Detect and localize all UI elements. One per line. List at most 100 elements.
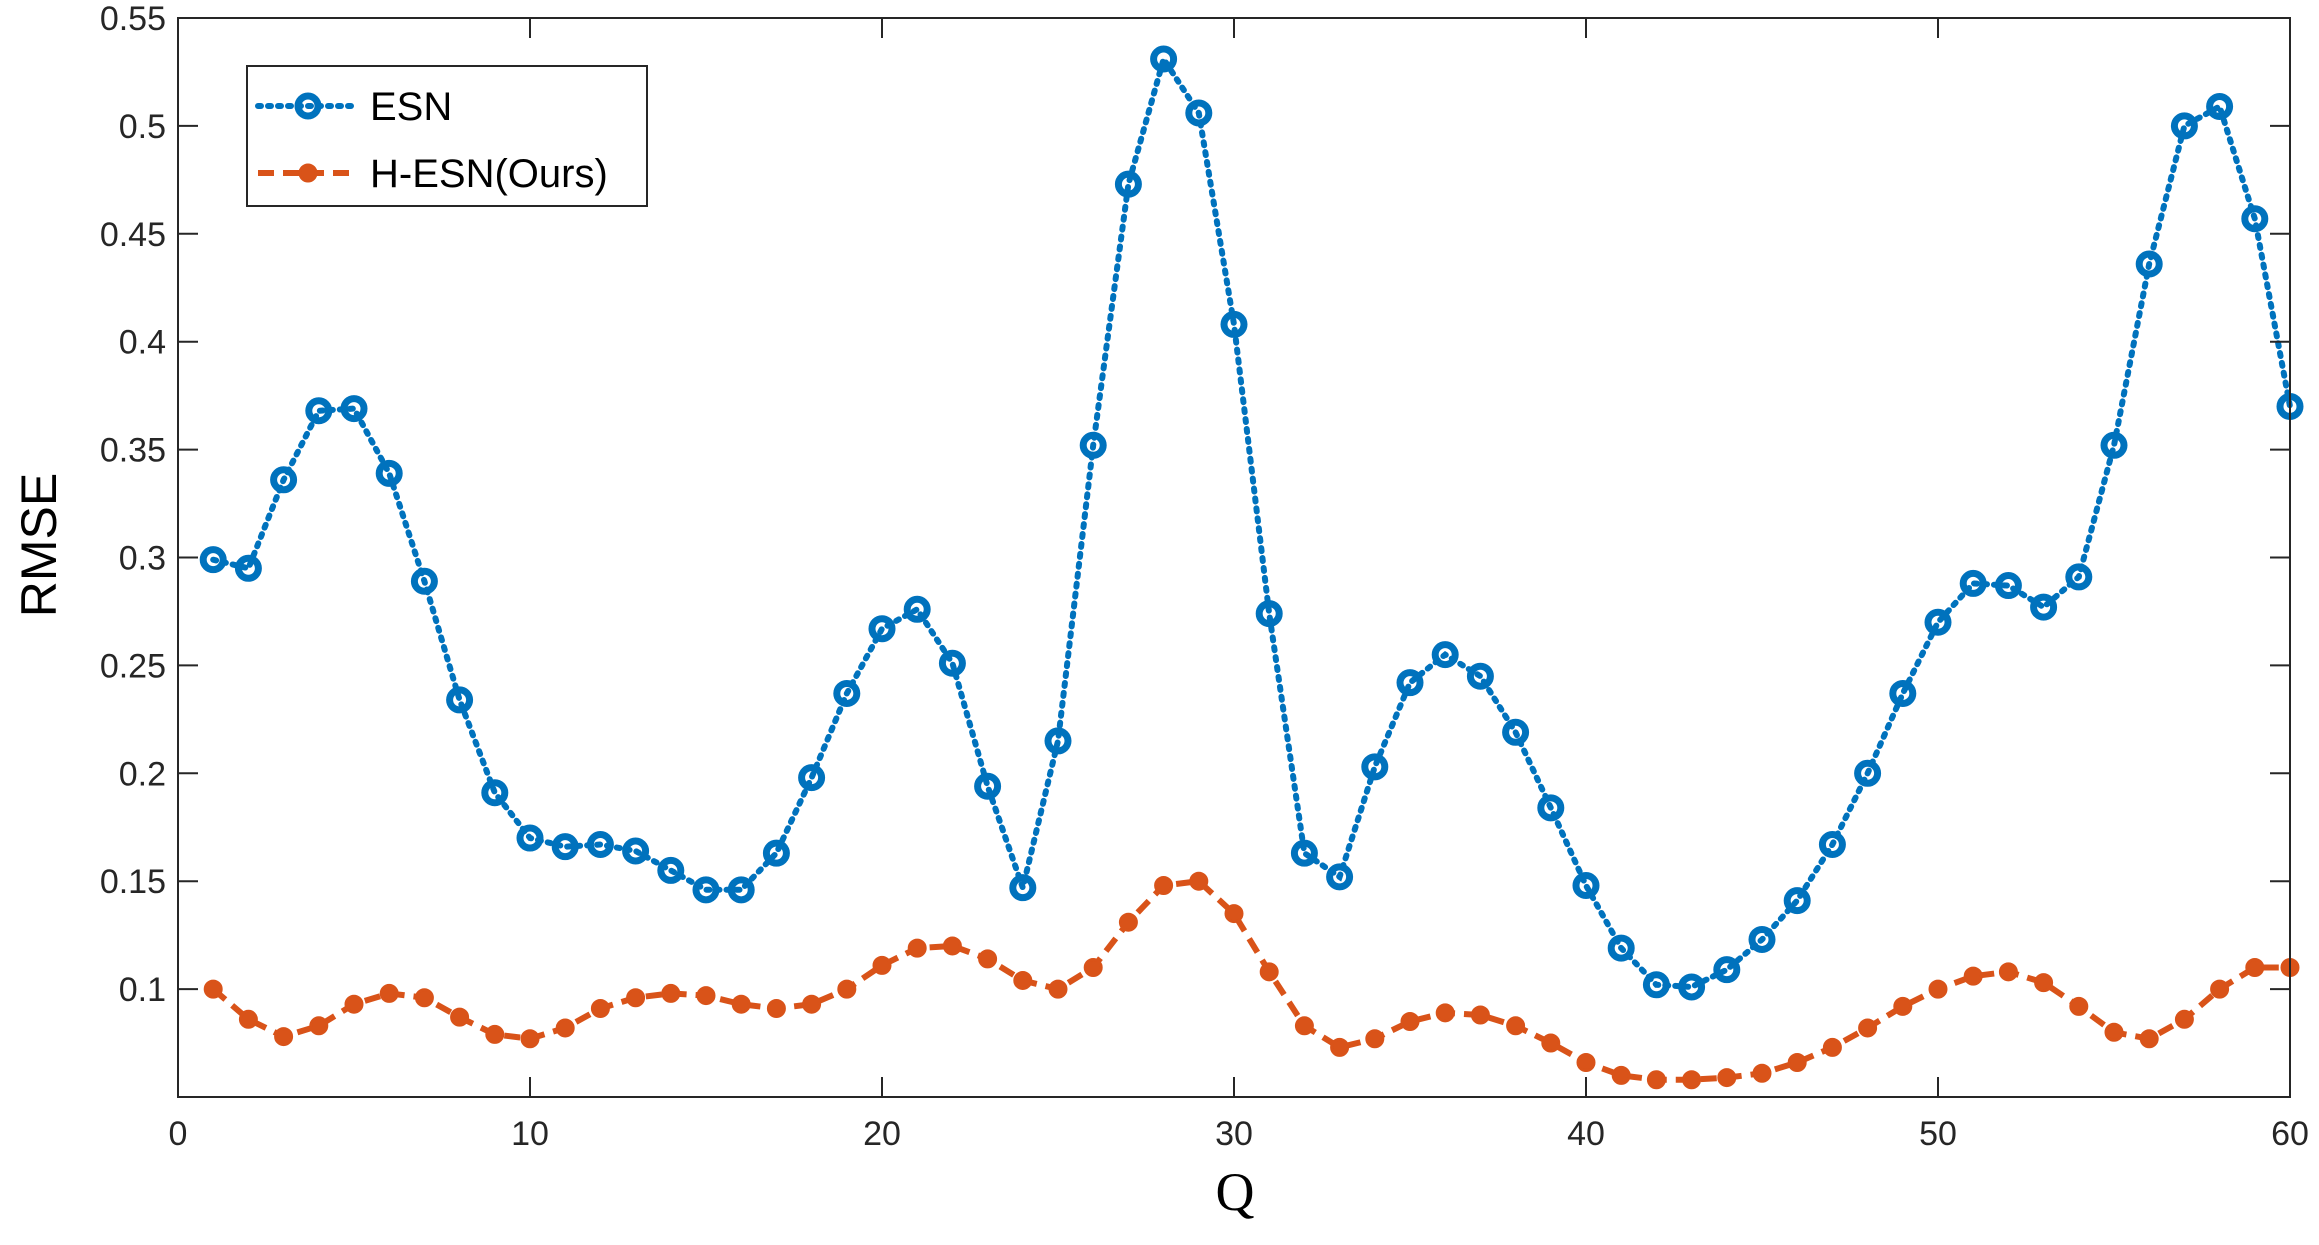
data-point-h-esn-ours: [1013, 970, 1033, 990]
data-point-esn: [1959, 569, 1987, 597]
data-point-h-esn-ours: [379, 983, 399, 1003]
data-point-h-esn-ours: [1893, 996, 1913, 1016]
data-point-h-esn-ours: [1928, 979, 1948, 999]
data-point-h-esn-ours: [1682, 1070, 1702, 1090]
data-point-h-esn-ours: [414, 988, 434, 1008]
x-tick-label: 10: [511, 1115, 549, 1153]
data-point-h-esn-ours: [1998, 962, 2018, 982]
data-point-esn: [762, 839, 790, 867]
data-point-esn: [727, 876, 755, 904]
data-point-h-esn-ours: [2104, 1022, 2124, 1042]
data-point-esn: [1255, 600, 1283, 628]
data-point-esn: [2100, 431, 2128, 459]
data-point-h-esn-ours: [238, 1009, 258, 1029]
data-point-esn: [1713, 956, 1741, 984]
data-point-esn: [1079, 431, 1107, 459]
data-point-esn: [1044, 727, 1072, 755]
data-point-h-esn-ours: [1154, 876, 1174, 896]
data-point-h-esn-ours: [1083, 958, 1103, 978]
y-tick-label: 0.1: [119, 971, 166, 1009]
data-point-esn: [903, 595, 931, 623]
data-point-esn: [2135, 250, 2163, 278]
data-point-h-esn-ours: [942, 936, 962, 956]
data-point-esn: [234, 554, 262, 582]
legend: ESN H-ESN(Ours): [246, 65, 648, 207]
data-point-esn: [375, 459, 403, 487]
data-point-h-esn-ours: [1435, 1003, 1455, 1023]
data-point-esn: [340, 395, 368, 423]
data-point-esn: [1854, 759, 1882, 787]
data-point-esn: [1889, 679, 1917, 707]
data-point-esn: [1396, 669, 1424, 697]
data-point-esn: [1502, 718, 1530, 746]
data-point-h-esn-ours: [837, 979, 857, 999]
data-point-h-esn-ours: [1400, 1011, 1420, 1031]
data-point-h-esn-ours: [1576, 1052, 1596, 1072]
series-h-esn-ours: [203, 871, 2300, 1090]
data-point-h-esn-ours: [1048, 979, 1068, 999]
data-point-esn: [657, 856, 685, 884]
data-point-esn: [622, 837, 650, 865]
data-point-h-esn-ours: [872, 955, 892, 975]
data-point-h-esn-ours: [1118, 912, 1138, 932]
data-point-esn: [938, 649, 966, 677]
data-point-esn: [1009, 874, 1037, 902]
series-layer: [199, 45, 2304, 1090]
data-point-esn: [1748, 925, 1776, 953]
data-point-h-esn-ours: [626, 988, 646, 1008]
y-axis-title: RMSE: [11, 473, 67, 617]
x-axis-title: Q: [1216, 1162, 1255, 1222]
data-point-h-esn-ours: [450, 1007, 470, 1027]
legend-box: [246, 65, 648, 207]
data-point-esn: [1150, 45, 1178, 73]
data-point-h-esn-ours: [1787, 1052, 1807, 1072]
data-point-h-esn-ours: [1259, 962, 1279, 982]
y-tick-label: 0.25: [100, 647, 166, 685]
y-tick-label: 0.5: [119, 108, 166, 146]
x-tick-label: 50: [1919, 1115, 1957, 1153]
data-point-esn: [481, 779, 509, 807]
data-point-esn: [2241, 205, 2269, 233]
data-point-h-esn-ours: [2139, 1029, 2159, 1049]
data-point-h-esn-ours: [1470, 1005, 1490, 1025]
data-point-h-esn-ours: [1224, 904, 1244, 924]
data-point-h-esn-ours: [1189, 871, 1209, 891]
data-point-h-esn-ours: [661, 983, 681, 1003]
y-tick-label: 0.4: [119, 324, 166, 362]
data-point-h-esn-ours: [1541, 1033, 1561, 1053]
data-point-esn: [692, 876, 720, 904]
data-point-h-esn-ours: [1858, 1018, 1878, 1038]
data-point-h-esn-ours: [731, 994, 751, 1014]
data-point-esn: [1114, 170, 1142, 198]
data-point-esn: [586, 831, 614, 859]
data-point-esn: [1994, 572, 2022, 600]
legend-hesn-marker: [298, 163, 318, 183]
y-tick-label: 0.45: [100, 216, 166, 254]
data-point-h-esn-ours: [2210, 979, 2230, 999]
data-point-esn: [798, 764, 826, 792]
y-tick-label: 0.15: [100, 863, 166, 901]
data-point-esn: [974, 772, 1002, 800]
data-point-h-esn-ours: [1752, 1063, 1772, 1083]
data-point-esn: [1783, 887, 1811, 915]
data-point-esn: [1607, 934, 1635, 962]
data-point-h-esn-ours: [1611, 1065, 1631, 1085]
data-point-h-esn-ours: [274, 1027, 294, 1047]
data-point-esn: [1818, 831, 1846, 859]
data-point-h-esn-ours: [590, 999, 610, 1019]
y-tick-label: 0.35: [100, 432, 166, 470]
data-point-esn: [305, 397, 333, 425]
data-point-h-esn-ours: [978, 949, 998, 969]
x-tick-label: 30: [1215, 1115, 1253, 1153]
data-point-esn: [1290, 839, 1318, 867]
data-point-h-esn-ours: [203, 979, 223, 999]
data-point-h-esn-ours: [344, 994, 364, 1014]
y-tick-label: 0.3: [119, 540, 166, 578]
data-point-h-esn-ours: [766, 999, 786, 1019]
data-point-h-esn-ours: [520, 1029, 540, 1049]
data-point-esn: [2206, 92, 2234, 120]
data-point-esn: [1220, 310, 1248, 338]
legend-hesn-label: H-ESN(Ours): [370, 152, 608, 196]
y-tick-label: 0.55: [100, 0, 166, 38]
